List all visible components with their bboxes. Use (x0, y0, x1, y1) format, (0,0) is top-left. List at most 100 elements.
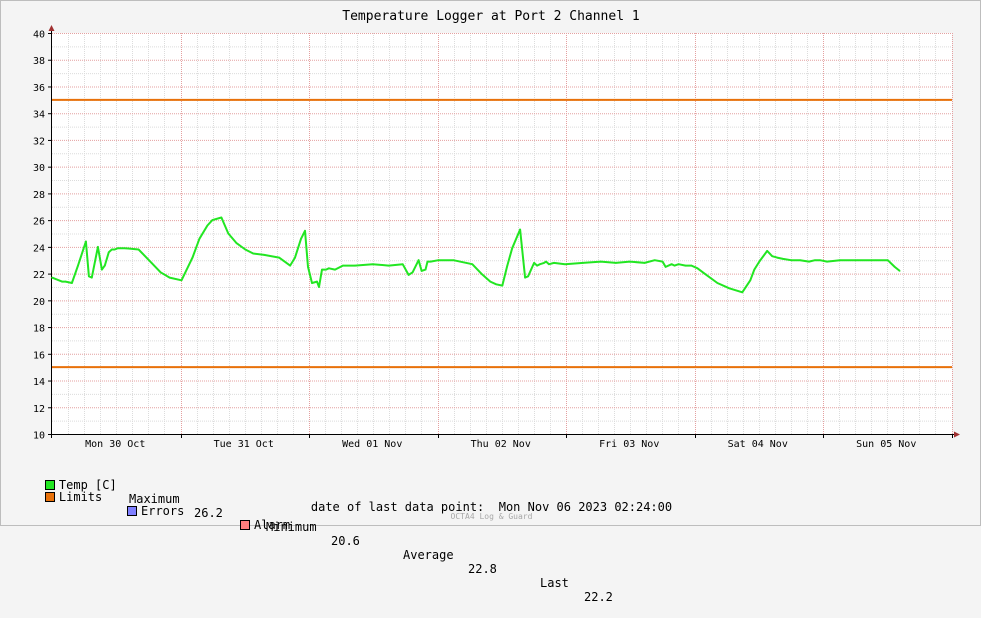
temp-point (227, 232, 230, 235)
temp-point (150, 262, 153, 264)
temp-point (628, 260, 631, 263)
temp-point (318, 286, 320, 288)
x-tick-label: Fri 03 Nov (599, 439, 659, 450)
y-tick-label: 38 (33, 56, 45, 67)
temp-point (401, 263, 404, 266)
temp-point (511, 247, 513, 249)
temp-swatch (44, 480, 55, 490)
temp-point (168, 276, 171, 279)
temp-point (211, 219, 214, 221)
y-tick-label: 24 (33, 243, 45, 254)
temp-point (104, 264, 106, 267)
temp-point (741, 291, 744, 294)
limits-layer (52, 98, 952, 369)
temp-point (316, 280, 318, 283)
temp-point (304, 230, 306, 232)
grid-layer (52, 33, 953, 434)
last-data-point: date of last data point: Mon Nov 06 2023… (1, 500, 981, 514)
y-tick-label: 12 (33, 404, 45, 415)
temp-point (294, 256, 296, 259)
temperature-chart: 10 12 14 16 18 20 22 24 26 28 30 32 34 36 38 40 Mon 30 O… (33, 9, 960, 450)
temp-point (600, 260, 602, 263)
temp-point (108, 251, 110, 253)
temp-point (814, 259, 816, 262)
legend-min-value: 20.6 (331, 534, 360, 548)
temp-point (582, 262, 584, 264)
y-tick-label: 32 (33, 136, 45, 147)
temp-point (61, 280, 63, 283)
temp-point (300, 238, 302, 240)
temp-point (101, 268, 103, 271)
temp-point (307, 266, 309, 268)
temp-point (180, 279, 183, 282)
temp-point (113, 248, 116, 251)
temp-point (898, 270, 901, 272)
y-tick-label: 22 (33, 270, 45, 281)
temp-point (545, 260, 547, 263)
temp-point (677, 263, 680, 266)
temp-point (527, 275, 529, 278)
temp-point (235, 242, 238, 244)
temp-point (495, 283, 498, 286)
axis-layer (48, 25, 960, 438)
temp-point (539, 263, 541, 266)
temp-point (51, 276, 53, 279)
temp-point (71, 282, 73, 284)
temp-point (543, 262, 545, 264)
temp-point (452, 259, 455, 262)
legend-avg-value: 22.8 (468, 562, 497, 576)
temp-point (342, 264, 344, 267)
temp-point (799, 259, 801, 262)
temp-point (371, 263, 374, 266)
footer-value: Mon Nov 06 2023 02:24:00 (498, 500, 673, 514)
y-tick-label: 16 (33, 350, 45, 361)
temp-point (857, 259, 859, 262)
x-tick-label: Tue 31 Oct (214, 439, 274, 450)
temp-point (615, 262, 617, 264)
temp-point (664, 266, 667, 268)
temp-point (653, 259, 656, 262)
x-axis-arrow (954, 431, 960, 438)
temp-point (220, 216, 223, 219)
y-tick-label: 18 (33, 324, 45, 335)
temp-point (548, 263, 550, 266)
temp-point (206, 224, 209, 227)
x-tick-label: Sun 05 Nov (856, 439, 916, 450)
temp-point (407, 274, 410, 276)
temp-point (137, 248, 140, 251)
temp-point (819, 259, 821, 262)
temp-point (426, 260, 429, 263)
temp-point (471, 263, 474, 266)
temp-point (77, 264, 79, 267)
legend-limits-label: Limits (58, 490, 103, 504)
temp-point (536, 264, 538, 267)
temp-point (252, 252, 254, 255)
temp-point (354, 264, 356, 267)
temp-point (328, 267, 330, 270)
temp-point (893, 266, 896, 268)
temp-point (424, 268, 427, 271)
temp-point (716, 282, 719, 284)
temp-point (753, 268, 756, 271)
temp-point (117, 247, 119, 249)
watermark: OCTA4 Log & Guard (450, 512, 533, 521)
temp-point (417, 259, 420, 262)
label-layer: 10 12 14 16 18 20 22 24 26 28 30 32 34 36 38 40 Mon 30 O… (33, 9, 916, 450)
temp-point (776, 256, 778, 259)
y-tick-label: 40 (33, 30, 45, 41)
legend-max-label: Maximum (129, 492, 180, 506)
alarm-swatch (240, 520, 250, 530)
temp-point (64, 280, 67, 283)
y-tick-label: 30 (33, 163, 45, 174)
temp-point (88, 275, 90, 278)
temp-point (191, 256, 194, 259)
temp-point (321, 268, 323, 271)
temp-point (501, 284, 504, 287)
temp-point (564, 263, 566, 266)
temp-point (766, 250, 768, 252)
y-tick-label: 28 (33, 190, 45, 201)
temp-point (244, 248, 247, 251)
temp-point (325, 268, 327, 271)
temp-point (875, 259, 877, 262)
footer-label: date of last data point: (310, 500, 485, 514)
